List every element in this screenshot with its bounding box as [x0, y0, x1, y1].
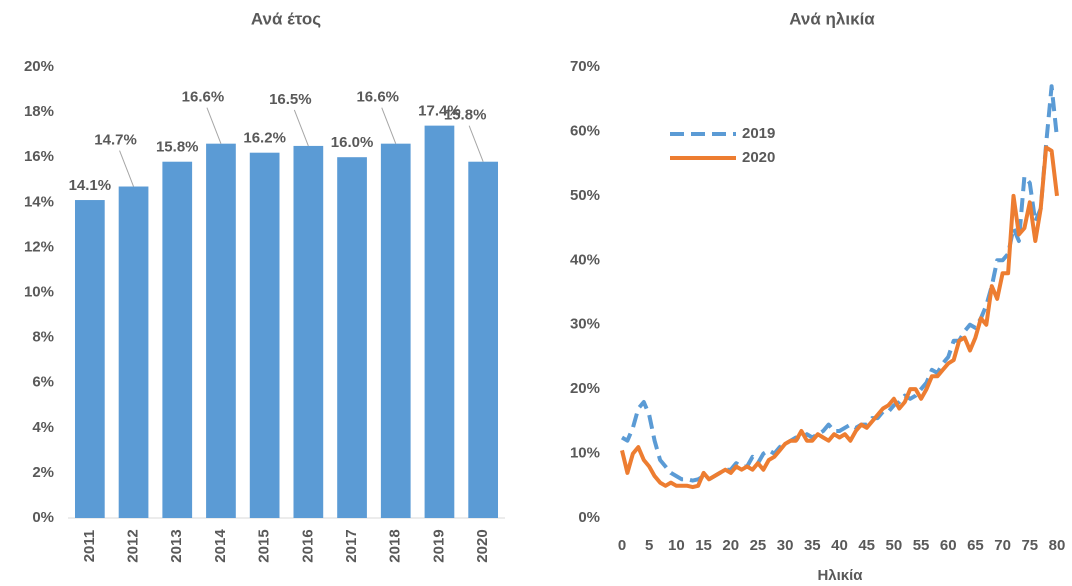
bar [380, 143, 411, 519]
x-tick-label: 0 [618, 537, 626, 554]
y-tick-label: 2% [32, 464, 54, 481]
y-tick-label: 18% [24, 103, 54, 120]
x-tick-label: 2013 [168, 529, 185, 562]
x-tick-label: 75 [1021, 537, 1038, 554]
x-tick-label: 10 [668, 537, 685, 554]
bar [249, 152, 280, 518]
y-tick-label: 10% [570, 445, 600, 462]
x-tick-label: 55 [913, 537, 930, 554]
y-tick-label: 20% [570, 380, 600, 397]
y-tick-label: 30% [570, 316, 600, 333]
y-tick-label: 60% [570, 122, 600, 139]
x-tick-label: 60 [940, 537, 957, 554]
y-tick-label: 20% [24, 58, 54, 75]
x-tick-label: 2017 [343, 529, 360, 562]
y-tick-label: 40% [570, 251, 600, 268]
leader-line [293, 109, 309, 147]
leader-line [381, 107, 397, 144]
x-tick-label: 30 [777, 537, 794, 554]
y-tick-label: 8% [32, 329, 54, 346]
value-label: 16.2% [243, 130, 286, 147]
y-tick-label: 6% [32, 374, 54, 391]
bar [337, 157, 367, 518]
x-tick-label: 65 [967, 537, 984, 554]
value-label: 16.0% [331, 134, 374, 151]
y-tick-label: 50% [570, 187, 600, 204]
x-tick-label: 80 [1049, 537, 1066, 554]
x-tick-label: 70 [994, 537, 1011, 554]
x-tick-label: 2018 [387, 529, 404, 562]
leader-line [206, 107, 222, 144]
leader-line [119, 150, 135, 187]
x-tick-label: 15 [695, 537, 712, 554]
x-tick-label: 25 [750, 537, 767, 554]
x-tick-label: 35 [804, 537, 821, 554]
bar [118, 186, 149, 518]
x-tick-label: 5 [645, 537, 653, 554]
x-tick-label: 20 [722, 537, 739, 554]
legend-label: 2020 [742, 149, 775, 166]
x-tick-label: 2016 [299, 529, 316, 562]
bar [293, 145, 324, 519]
series-line [620, 84, 1059, 483]
y-tick-label: 4% [32, 419, 54, 436]
leader-line [468, 125, 484, 162]
value-label: 14.7% [94, 131, 137, 148]
value-label: 17.4% [418, 103, 461, 120]
bar [424, 125, 455, 518]
chart-title: Ανά ηλικία [789, 9, 875, 28]
x-tick-label: 2015 [256, 529, 273, 562]
x-tick-label: 45 [858, 537, 875, 554]
y-tick-label: 70% [570, 58, 600, 75]
x-tick-label: 2014 [212, 529, 229, 563]
bar [206, 143, 236, 519]
bar [74, 200, 105, 519]
x-tick-label: 2019 [430, 529, 447, 562]
series-line [620, 145, 1059, 490]
chart-title: Ανά έτος [251, 9, 321, 28]
y-tick-label: 10% [24, 283, 54, 300]
x-tick-label: 2011 [81, 530, 98, 563]
x-tick-label: 40 [831, 537, 848, 554]
value-label: 16.6% [182, 89, 225, 106]
y-tick-label: 16% [24, 148, 54, 165]
value-label: 15.8% [444, 107, 487, 124]
y-tick-label: 0% [32, 509, 54, 526]
x-tick-label: 2020 [474, 529, 491, 562]
x-axis-label: Ηλικία [817, 567, 863, 584]
y-tick-label: 12% [24, 238, 54, 255]
value-label: 15.8% [156, 139, 199, 156]
bar [162, 161, 193, 518]
y-tick-label: 0% [578, 509, 600, 526]
y-tick-label: 14% [24, 193, 54, 210]
bar [468, 161, 499, 518]
value-label: 16.5% [269, 91, 312, 108]
value-label: 16.6% [356, 89, 399, 106]
x-tick-label: 50 [886, 537, 903, 554]
legend-label: 2019 [742, 125, 775, 142]
x-tick-label: 2012 [125, 529, 142, 562]
value-label: 14.1% [69, 177, 112, 194]
